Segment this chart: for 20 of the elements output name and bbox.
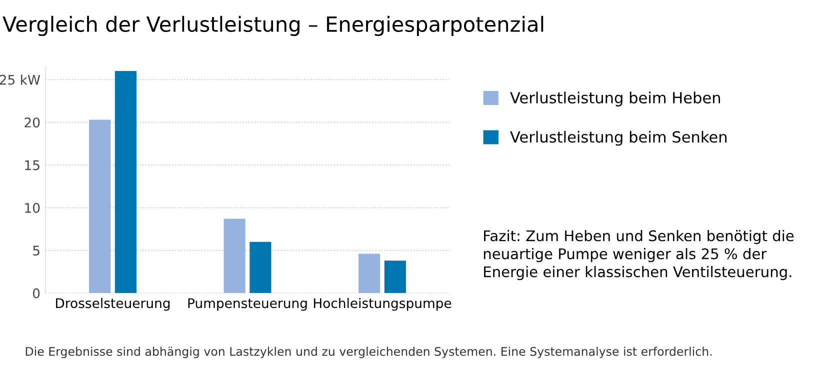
x-tick-label: Hochleistungspumpe <box>314 298 452 311</box>
text: Fazit: Zum Heben und Senken benötigt die neuartige Pumpe weniger als 25 % der Energie einer klassischen Ventilsteuerung. <box>484 230 794 280</box>
chart-title: Vergleich der Verlustleistung – Energiesparpotenzial <box>2 16 544 36</box>
bar <box>114 71 136 294</box>
text: Die Ergebnisse sind abhängig von Lastzyklen und zu vergleichenden Systemen. Eine Systemanalyse ist erforderlich. <box>26 346 712 358</box>
y-tick-label: 10 <box>25 202 40 213</box>
y-tick-label: 20 <box>24 118 40 128</box>
legend-label: Verlustleistung beim Heben <box>510 92 720 106</box>
y-tick-label: 0 <box>32 288 40 298</box>
bar <box>384 260 406 294</box>
y-tick-label: 25 kW <box>0 74 40 85</box>
x-tick-label: Pumpensteuerung <box>188 298 307 311</box>
y-tick-label: 15 <box>25 160 40 170</box>
x-tick-label: Drosselsteuerung <box>56 298 170 311</box>
y-tick-label: 5 <box>33 246 40 256</box>
bar <box>224 218 246 294</box>
legend-label: Verlustleistung beim Senken <box>510 130 726 146</box>
bar <box>250 242 272 294</box>
bar <box>358 254 380 294</box>
bar <box>89 120 111 294</box>
